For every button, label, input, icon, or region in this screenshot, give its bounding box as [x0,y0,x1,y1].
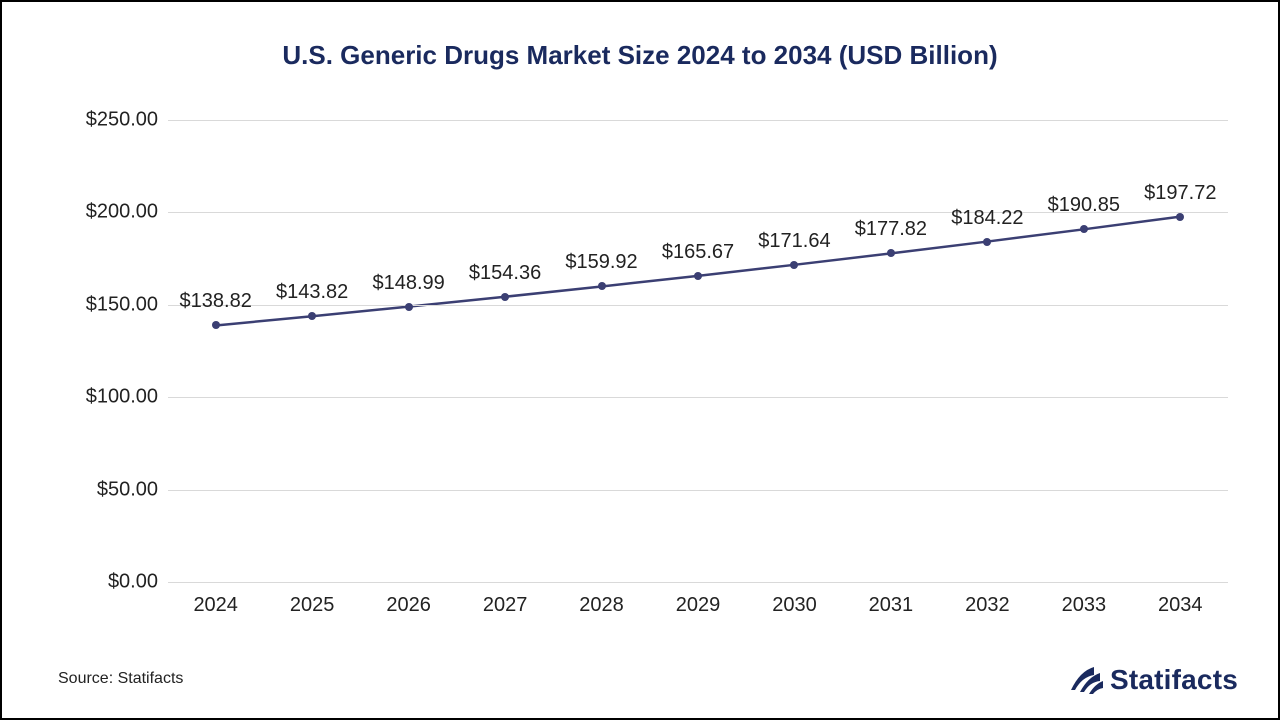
data-marker [694,272,702,280]
y-tick-label: $150.00 [86,293,168,316]
gridline [168,120,1228,121]
x-tick-label: 2026 [386,582,431,617]
data-marker [1176,213,1184,221]
data-label: $148.99 [372,272,444,295]
x-tick-label: 2025 [290,582,335,617]
data-marker [1080,225,1088,233]
data-marker [887,249,895,257]
brand: Statifacts [1070,664,1238,696]
y-tick-label: $0.00 [108,571,168,594]
plot-area: $0.00$50.00$100.00$150.00$200.00$250.002… [168,120,1228,582]
chart-title: U.S. Generic Drugs Market Size 2024 to 2… [2,40,1278,71]
data-label: $143.82 [276,281,348,304]
x-tick-label: 2028 [579,582,624,617]
x-tick-label: 2029 [676,582,721,617]
data-label: $154.36 [469,262,541,285]
gridline [168,305,1228,306]
y-tick-label: $250.00 [86,109,168,132]
data-label: $165.67 [662,241,734,264]
source-text: Source: Statifacts [58,670,183,687]
data-label: $184.22 [951,207,1023,230]
x-tick-label: 2024 [193,582,238,617]
gridline [168,490,1228,491]
data-label: $159.92 [565,251,637,274]
y-tick-label: $50.00 [97,478,168,501]
x-tick-label: 2032 [965,582,1010,617]
data-label: $138.82 [180,290,252,313]
data-marker [790,261,798,269]
data-marker [308,312,316,320]
x-tick-label: 2031 [869,582,914,617]
data-label: $190.85 [1048,194,1120,217]
data-label: $197.72 [1144,182,1216,205]
x-tick-label: 2033 [1062,582,1107,617]
y-tick-label: $200.00 [86,201,168,224]
brand-icon [1070,665,1104,695]
data-label: $171.64 [758,230,830,253]
y-tick-label: $100.00 [86,386,168,409]
x-tick-label: 2034 [1158,582,1203,617]
x-tick-label: 2030 [772,582,817,617]
data-marker [501,293,509,301]
chart-title-text: U.S. Generic Drugs Market Size 2024 to 2… [282,40,997,70]
source-line: Source: Statifacts [58,670,183,688]
chart-frame: U.S. Generic Drugs Market Size 2024 to 2… [0,0,1280,720]
data-marker [405,303,413,311]
brand-name: Statifacts [1110,664,1238,696]
gridline [168,397,1228,398]
x-tick-label: 2027 [483,582,528,617]
data-marker [598,282,606,290]
data-label: $177.82 [855,218,927,241]
data-marker [983,238,991,246]
series-line [168,120,1228,582]
data-marker [212,321,220,329]
